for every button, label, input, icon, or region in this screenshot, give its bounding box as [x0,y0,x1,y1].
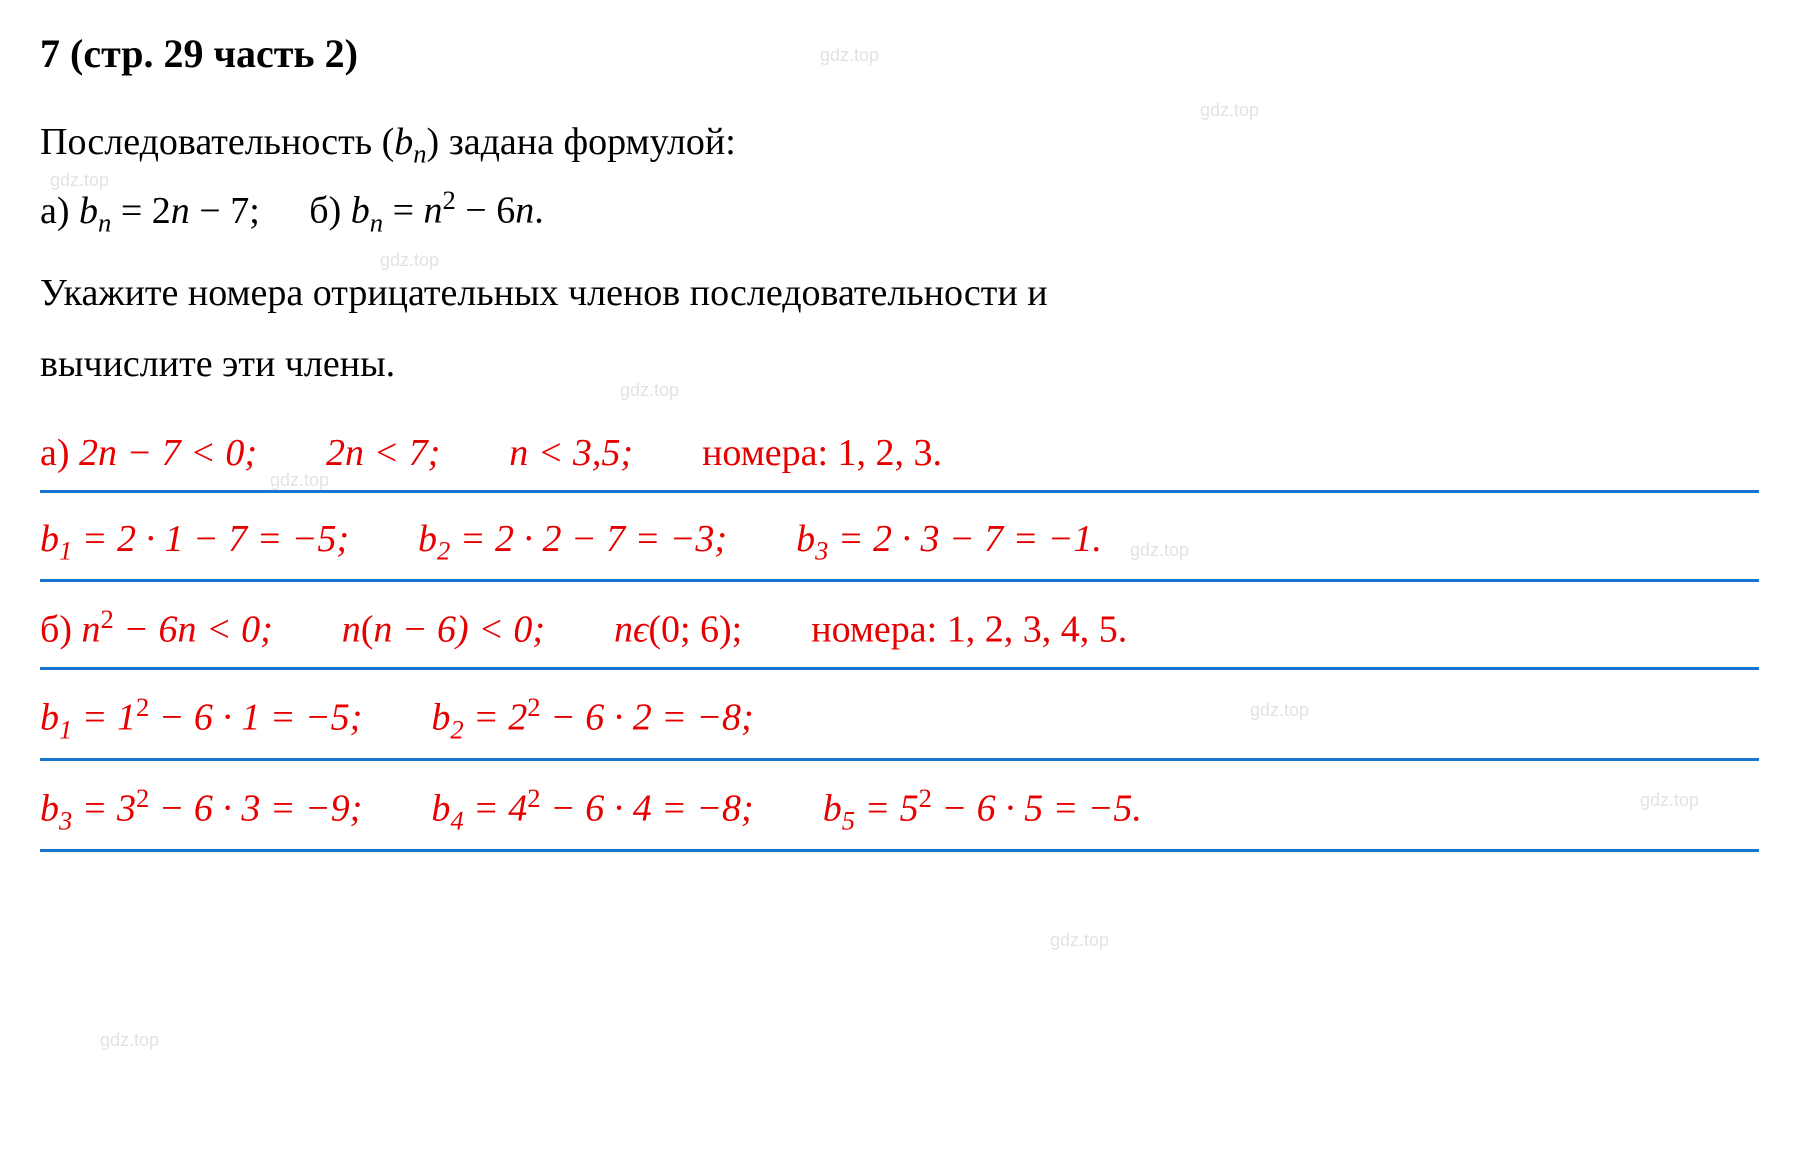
watermark: gdz.top [1250,700,1309,721]
watermark: gdz.top [1640,790,1699,811]
formula-a: а) bn = 2n − 7; [40,189,260,239]
answer-b-inequality: б) n2 − 6n < 0; n(n − 6) < 0; nϵ(0; 6); … [40,600,1759,670]
answer-b-values-2: b3 = 32 − 6 · 3 = −9; b4 = 42 − 6 · 4 = … [40,779,1759,852]
watermark: gdz.top [380,250,439,271]
watermark: gdz.top [820,45,879,66]
watermark: gdz.top [100,1030,159,1051]
watermark: gdz.top [50,170,109,191]
problem-statement-2: Укажите номера отрицательных членов посл… [40,263,1759,324]
watermark: gdz.top [1200,100,1259,121]
answer-b-values-1: b1 = 12 − 6 · 1 = −5; b2 = 22 − 6 · 2 = … [40,688,1759,761]
formula-b: б) bn = n2 − 6n. [309,185,543,238]
problem-statement-3: вычислите эти члены. [40,334,1759,395]
answer-a-values: b1 = 2 · 1 − 7 = −5; b2 = 2 · 2 − 7 = −3… [40,511,1759,582]
watermark: gdz.top [270,470,329,491]
problem-statement-1: Последовательность (bn) задана формулой: [40,112,1759,175]
formula-options: а) bn = 2n − 7; б) bn = n2 − 6n. [40,185,1759,238]
watermark: gdz.top [620,380,679,401]
problem-title: 7 (стр. 29 часть 2) [40,30,1759,77]
watermark: gdz.top [1050,930,1109,951]
watermark: gdz.top [1130,540,1189,561]
